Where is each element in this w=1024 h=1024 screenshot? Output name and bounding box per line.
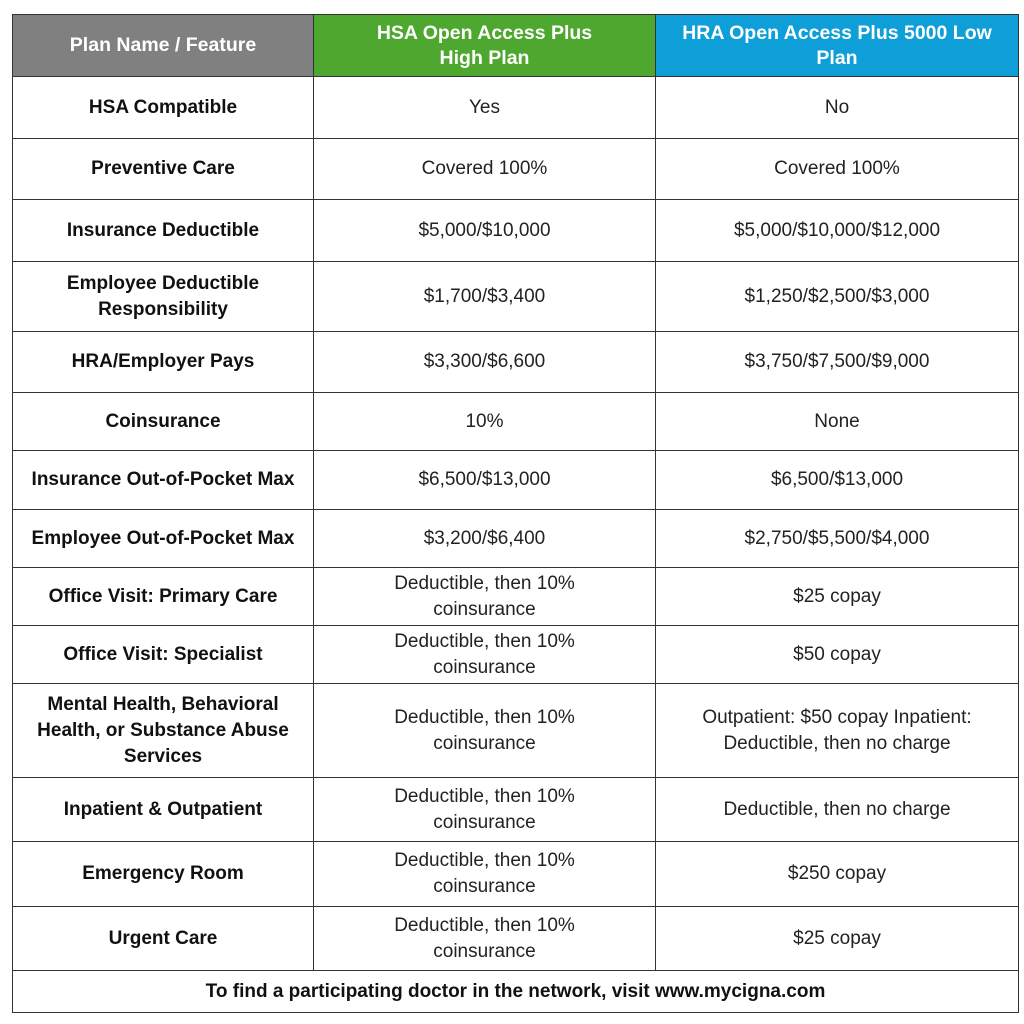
table-row: HSA Compatible Yes No: [12, 76, 1019, 139]
hra-value-cell: $6,500/$13,000: [655, 450, 1019, 510]
feature-cell: Inpatient & Outpatient: [12, 777, 314, 842]
table-row: Office Visit: Primary Care Deductible, th…: [12, 567, 1019, 626]
table-row: Emergency Room Deductible, then 10% coins…: [12, 841, 1019, 907]
footer-note: To find a participating doctor in the ne…: [12, 970, 1019, 1013]
hra-value-cell: $5,000/$10,000/$12,000: [655, 199, 1019, 262]
footer-row: To find a participating doctor in the ne…: [12, 970, 1019, 1013]
feature-cell: Employee Deductible Responsibility: [12, 261, 314, 332]
header-hra-plan: HRA Open Access Plus 5000 Low Plan: [655, 14, 1019, 77]
feature-cell: Mental Health, Behavioral Health, or Sub…: [12, 683, 314, 778]
hra-value-cell: $1,250/$2,500/$3,000: [655, 261, 1019, 332]
hra-value-cell: Deductible, then no charge: [655, 777, 1019, 842]
hra-value-cell: $25 copay: [655, 567, 1019, 626]
table-row: Preventive Care Covered 100% Covered 100%: [12, 138, 1019, 200]
header-feature: Plan Name / Feature: [12, 14, 314, 77]
feature-cell: Insurance Out-of-Pocket Max: [12, 450, 314, 510]
feature-cell: Office Visit: Specialist: [12, 625, 314, 684]
hra-value-cell: None: [655, 392, 1019, 451]
hsa-value-cell: $3,200/$6,400: [313, 509, 656, 568]
feature-cell: Coinsurance: [12, 392, 314, 451]
hsa-value-cell: Deductible, then 10% coinsurance: [313, 567, 656, 626]
hsa-value-cell: $5,000/$10,000: [313, 199, 656, 262]
hsa-value-cell: Deductible, then 10% coinsurance: [313, 841, 656, 907]
table-row: Insurance Out-of-Pocket Max $6,500/$13,00…: [12, 450, 1019, 510]
header-hsa-plan: HSA Open Access Plus High Plan: [313, 14, 656, 77]
feature-cell: HRA/Employer Pays: [12, 331, 314, 393]
feature-cell: Employee Out-of-Pocket Max: [12, 509, 314, 568]
feature-cell: Insurance Deductible: [12, 199, 314, 262]
table-row: Urgent Care Deductible, then 10% coinsura…: [12, 906, 1019, 971]
table-row: Office Visit: Specialist Deductible, then…: [12, 625, 1019, 684]
hsa-value-cell: $6,500/$13,000: [313, 450, 656, 510]
feature-cell: Urgent Care: [12, 906, 314, 971]
feature-cell: HSA Compatible: [12, 76, 314, 139]
hra-value-cell: $25 copay: [655, 906, 1019, 971]
hsa-value-cell: Deductible, then 10% coinsurance: [313, 906, 656, 971]
header-row: Plan Name / Feature HSA Open Access Plus…: [12, 14, 1019, 77]
hra-value-cell: Outpatient: $50 copay Inpatient: Deducti…: [655, 683, 1019, 778]
hsa-value-cell: Deductible, then 10% coinsurance: [313, 625, 656, 684]
hra-value-cell: Covered 100%: [655, 138, 1019, 200]
feature-cell: Office Visit: Primary Care: [12, 567, 314, 626]
table-row: Employee Out-of-Pocket Max $3,200/$6,400 $…: [12, 509, 1019, 568]
hra-value-cell: No: [655, 76, 1019, 139]
table-row: HRA/Employer Pays $3,300/$6,600 $3,750/$7,…: [12, 331, 1019, 393]
hsa-value-cell: Deductible, then 10% coinsurance: [313, 683, 656, 778]
plan-comparison-table: Plan Name / Feature HSA Open Access Plus…: [12, 14, 1019, 1013]
feature-cell: Preventive Care: [12, 138, 314, 200]
hsa-value-cell: Covered 100%: [313, 138, 656, 200]
table-row: Inpatient & Outpatient Deductible, then 1…: [12, 777, 1019, 842]
hsa-value-cell: $1,700/$3,400: [313, 261, 656, 332]
hsa-value-cell: $3,300/$6,600: [313, 331, 656, 393]
hsa-value-cell: Yes: [313, 76, 656, 139]
hsa-value-cell: 10%: [313, 392, 656, 451]
hra-value-cell: $3,750/$7,500/$9,000: [655, 331, 1019, 393]
table-row: Insurance Deductible $5,000/$10,000 $5,000…: [12, 199, 1019, 262]
hra-value-cell: $2,750/$5,500/$4,000: [655, 509, 1019, 568]
table-row: Mental Health, Behavioral Health, or Sub…: [12, 683, 1019, 778]
hsa-value-cell: Deductible, then 10% coinsurance: [313, 777, 656, 842]
table-row: Coinsurance 10% None: [12, 392, 1019, 451]
hra-value-cell: $250 copay: [655, 841, 1019, 907]
hra-value-cell: $50 copay: [655, 625, 1019, 684]
table-row: Employee Deductible Responsibility $1,700…: [12, 261, 1019, 332]
feature-cell: Emergency Room: [12, 841, 314, 907]
